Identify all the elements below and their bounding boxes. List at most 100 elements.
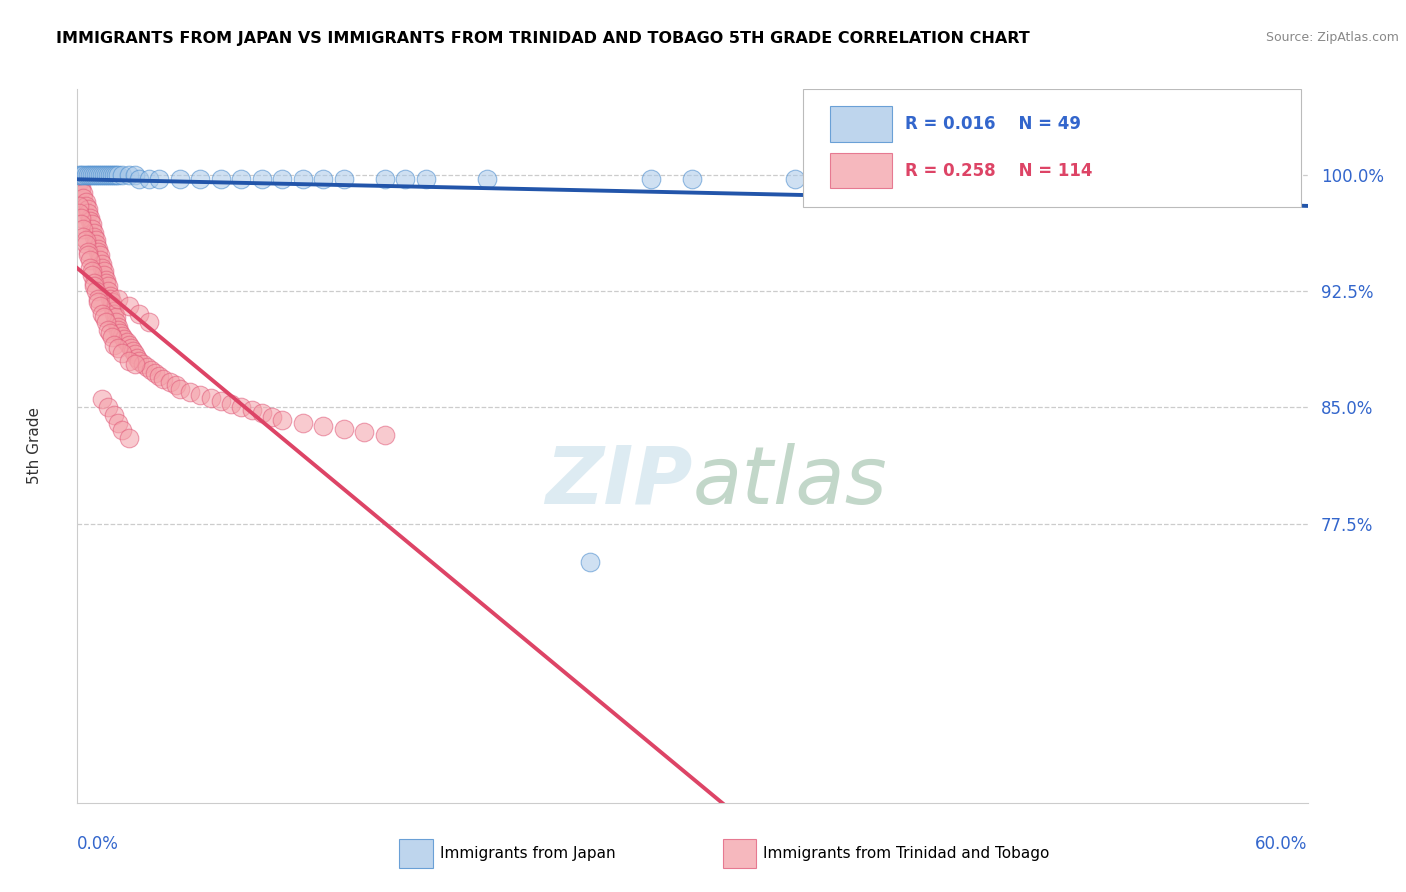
Point bbox=[128, 353, 150, 368]
Point bbox=[70, 217, 93, 231]
Point bbox=[353, 425, 375, 439]
Point bbox=[80, 222, 103, 236]
Point bbox=[90, 168, 114, 182]
Point bbox=[79, 168, 101, 182]
Point bbox=[72, 229, 94, 244]
Point bbox=[124, 357, 146, 371]
Point bbox=[90, 258, 114, 272]
Point bbox=[103, 304, 125, 318]
Point bbox=[262, 409, 284, 424]
Point bbox=[188, 172, 212, 186]
Point bbox=[132, 357, 155, 371]
Point bbox=[394, 172, 416, 186]
Point bbox=[138, 172, 160, 186]
Point bbox=[374, 172, 396, 186]
Point bbox=[75, 237, 97, 252]
Point bbox=[124, 347, 146, 361]
Point bbox=[76, 206, 98, 220]
Point bbox=[148, 369, 170, 384]
Point bbox=[93, 168, 115, 182]
Point bbox=[101, 294, 124, 309]
Point bbox=[1215, 172, 1237, 186]
Point bbox=[67, 206, 90, 220]
Point bbox=[477, 172, 499, 186]
Point bbox=[93, 263, 115, 277]
Point bbox=[117, 431, 139, 445]
Point bbox=[117, 353, 139, 368]
Point bbox=[83, 168, 105, 182]
Point bbox=[148, 172, 170, 186]
Point bbox=[72, 168, 94, 182]
Point bbox=[141, 363, 163, 377]
Point bbox=[87, 294, 110, 309]
Point bbox=[110, 326, 132, 340]
Point bbox=[682, 172, 704, 186]
Point bbox=[87, 245, 110, 260]
Point bbox=[89, 248, 111, 262]
Point bbox=[111, 329, 134, 343]
Point bbox=[67, 175, 90, 189]
Point bbox=[94, 273, 117, 287]
Point bbox=[79, 211, 101, 225]
Point bbox=[231, 401, 253, 415]
Point bbox=[291, 172, 314, 186]
Text: Immigrants from Trinidad and Tobago: Immigrants from Trinidad and Tobago bbox=[763, 847, 1050, 861]
Point bbox=[98, 292, 121, 306]
Text: 5th Grade: 5th Grade bbox=[27, 408, 42, 484]
Point bbox=[111, 424, 134, 438]
Point bbox=[333, 422, 356, 436]
Point bbox=[93, 268, 115, 283]
Point bbox=[159, 376, 181, 390]
Point bbox=[76, 248, 98, 262]
Point bbox=[90, 307, 114, 321]
FancyBboxPatch shape bbox=[803, 89, 1302, 207]
Point bbox=[291, 416, 314, 430]
Text: Source: ZipAtlas.com: Source: ZipAtlas.com bbox=[1265, 31, 1399, 45]
Point bbox=[138, 315, 160, 329]
Point bbox=[886, 172, 908, 186]
Text: ZIP: ZIP bbox=[546, 442, 693, 521]
Point bbox=[169, 172, 191, 186]
Point bbox=[179, 384, 201, 399]
Point bbox=[70, 211, 93, 225]
Point bbox=[374, 428, 396, 442]
Point bbox=[70, 168, 93, 182]
Point bbox=[124, 168, 146, 182]
Point bbox=[115, 334, 138, 349]
Point bbox=[80, 263, 103, 277]
Text: IMMIGRANTS FROM JAPAN VS IMMIGRANTS FROM TRINIDAD AND TOBAGO 5TH GRADE CORRELATI: IMMIGRANTS FROM JAPAN VS IMMIGRANTS FROM… bbox=[56, 31, 1031, 46]
Point bbox=[250, 406, 273, 420]
Point bbox=[70, 183, 93, 197]
FancyBboxPatch shape bbox=[831, 106, 891, 142]
Point bbox=[90, 260, 114, 275]
Point bbox=[101, 299, 124, 313]
Point bbox=[87, 168, 110, 182]
Point bbox=[101, 168, 124, 182]
Point bbox=[87, 242, 110, 256]
Point bbox=[107, 323, 129, 337]
Point bbox=[1091, 172, 1114, 186]
Point bbox=[271, 412, 294, 426]
Point bbox=[125, 351, 148, 365]
Point bbox=[333, 172, 356, 186]
Point bbox=[988, 172, 1011, 186]
Point bbox=[165, 378, 187, 392]
Point bbox=[107, 292, 129, 306]
Point bbox=[143, 366, 166, 380]
Point bbox=[72, 222, 94, 236]
Point bbox=[209, 394, 232, 409]
Point bbox=[75, 195, 97, 210]
Point bbox=[76, 202, 98, 216]
Point bbox=[209, 172, 232, 186]
Point bbox=[121, 344, 143, 359]
Point bbox=[415, 172, 437, 186]
Point bbox=[111, 346, 134, 360]
Point bbox=[79, 214, 101, 228]
Point bbox=[120, 341, 142, 355]
Point bbox=[76, 245, 98, 260]
Point bbox=[98, 326, 121, 340]
Point bbox=[200, 391, 222, 405]
Point bbox=[72, 191, 94, 205]
Text: atlas: atlas bbox=[693, 442, 887, 521]
Point bbox=[87, 292, 110, 306]
